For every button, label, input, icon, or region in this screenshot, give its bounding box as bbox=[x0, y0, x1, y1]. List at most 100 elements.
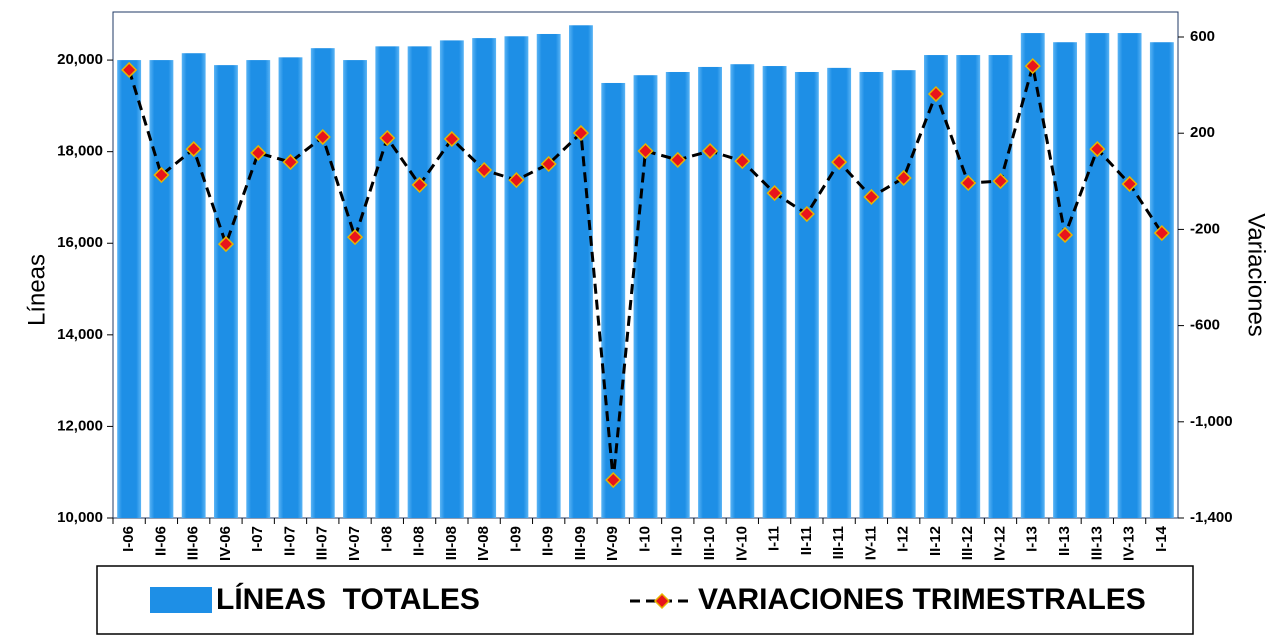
marker bbox=[701, 142, 719, 160]
marker bbox=[1024, 58, 1041, 75]
bar bbox=[762, 66, 787, 518]
legend-label: VARIACIONES TRIMESTRALES bbox=[698, 583, 1146, 616]
y-tick-label: 10,000 bbox=[57, 509, 103, 526]
x-tick-label: I-13 bbox=[1024, 526, 1041, 552]
marker bbox=[443, 130, 460, 148]
bar bbox=[439, 40, 464, 518]
x-tick-label: II-12 bbox=[927, 526, 944, 556]
marker bbox=[1089, 141, 1106, 158]
marker bbox=[1056, 226, 1074, 243]
marker bbox=[282, 154, 299, 171]
bar bbox=[1117, 33, 1142, 518]
marker bbox=[927, 85, 945, 103]
x-tick-label: I-07 bbox=[249, 526, 266, 552]
bar bbox=[310, 48, 335, 518]
x-tick-label: I-10 bbox=[636, 526, 653, 552]
x-tick-label: II-13 bbox=[1056, 526, 1073, 556]
y2-tick-label: -200 bbox=[1190, 220, 1220, 237]
x-tick-label: III-09 bbox=[572, 526, 589, 560]
bar bbox=[859, 71, 884, 518]
y2-tick-label: -1,400 bbox=[1190, 509, 1233, 526]
bar bbox=[407, 46, 432, 518]
x-tick-label: IV-09 bbox=[604, 526, 621, 561]
bar bbox=[472, 38, 497, 519]
marker bbox=[1153, 224, 1170, 242]
marker bbox=[476, 161, 493, 179]
y-tick-label: 14,000 bbox=[57, 326, 103, 343]
bar bbox=[117, 60, 142, 518]
x-tick-label: I-11 bbox=[766, 526, 783, 551]
bar bbox=[181, 53, 206, 518]
y2-tick-label: -1,000 bbox=[1190, 413, 1233, 430]
marker bbox=[217, 236, 235, 253]
marker bbox=[346, 229, 364, 246]
x-tick-label: II-07 bbox=[281, 526, 298, 556]
y-axis-title: Líneas bbox=[23, 254, 50, 326]
bar bbox=[149, 60, 174, 518]
legend-swatch bbox=[150, 587, 212, 613]
marker bbox=[669, 151, 686, 168]
bar bbox=[343, 60, 367, 518]
x-tick-label: IV-06 bbox=[217, 526, 234, 561]
bar bbox=[1149, 42, 1174, 518]
x-tick-label: IV-12 bbox=[991, 526, 1008, 561]
x-tick-label: I-09 bbox=[507, 526, 524, 552]
x-tick-label: I-06 bbox=[120, 526, 137, 552]
x-tick-label: I-14 bbox=[1153, 525, 1170, 552]
x-tick-label: III-08 bbox=[443, 526, 460, 560]
bar bbox=[504, 36, 529, 518]
marker bbox=[766, 185, 783, 202]
bar bbox=[827, 67, 852, 519]
y2-tick-label: 200 bbox=[1190, 124, 1215, 141]
marker bbox=[314, 128, 331, 146]
bar bbox=[375, 46, 400, 518]
x-tick-label: III-10 bbox=[701, 526, 718, 560]
marker bbox=[540, 155, 557, 173]
x-tick-label: I-08 bbox=[378, 526, 395, 552]
y-tick-label: 20,000 bbox=[57, 51, 103, 68]
marker bbox=[508, 172, 525, 189]
bar bbox=[569, 25, 593, 519]
x-tick-label: IV-11 bbox=[862, 526, 879, 560]
line bbox=[127, 65, 1164, 481]
bar bbox=[536, 33, 561, 518]
bar bbox=[891, 70, 916, 519]
marker bbox=[605, 471, 622, 489]
marker bbox=[637, 142, 654, 160]
marker bbox=[863, 188, 880, 206]
y2-tick-label: -600 bbox=[1190, 317, 1220, 334]
bar bbox=[698, 66, 722, 518]
bar bbox=[665, 71, 690, 518]
x-tick-label: II-06 bbox=[152, 526, 169, 556]
bar bbox=[1085, 33, 1110, 518]
y2-tick-label: 600 bbox=[1190, 28, 1215, 45]
marker bbox=[379, 129, 396, 147]
legend-label: LÍNEAS TOTALES bbox=[216, 582, 480, 616]
bar bbox=[633, 75, 658, 519]
bar bbox=[278, 57, 303, 519]
marker bbox=[831, 154, 848, 171]
x-tick-label: II-08 bbox=[411, 526, 428, 556]
x-tick-label: III-07 bbox=[314, 526, 331, 560]
marker bbox=[411, 176, 428, 193]
y2-axis-title: Variaciones bbox=[1243, 213, 1270, 337]
x-tick-label: III-13 bbox=[1088, 526, 1105, 560]
legend-box bbox=[96, 565, 1194, 635]
marker bbox=[185, 141, 202, 158]
x-tick-label: I-12 bbox=[895, 526, 912, 552]
marker bbox=[250, 144, 267, 161]
marker bbox=[895, 169, 912, 187]
x-tick-label: III-06 bbox=[185, 526, 202, 560]
bar bbox=[1053, 42, 1077, 518]
bar bbox=[730, 64, 755, 519]
marker bbox=[798, 205, 815, 223]
bar bbox=[246, 60, 271, 518]
bar bbox=[794, 71, 819, 518]
marker bbox=[121, 61, 138, 79]
bar bbox=[956, 55, 981, 518]
bar bbox=[924, 55, 948, 518]
x-tick-label: IV-08 bbox=[475, 526, 492, 561]
x-tick-label: II-11 bbox=[798, 526, 815, 555]
bar bbox=[1020, 33, 1045, 518]
